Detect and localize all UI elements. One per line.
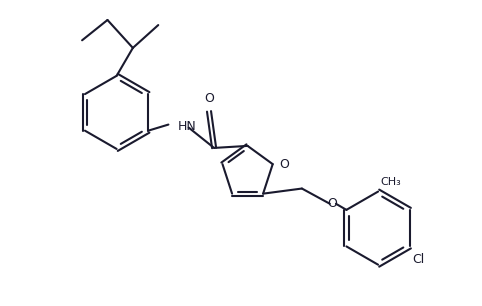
Text: O: O	[204, 92, 214, 105]
Text: O: O	[279, 158, 289, 171]
Text: CH₃: CH₃	[381, 177, 402, 187]
Text: Cl: Cl	[412, 252, 425, 266]
Text: HN: HN	[177, 120, 196, 133]
Text: O: O	[327, 197, 337, 210]
